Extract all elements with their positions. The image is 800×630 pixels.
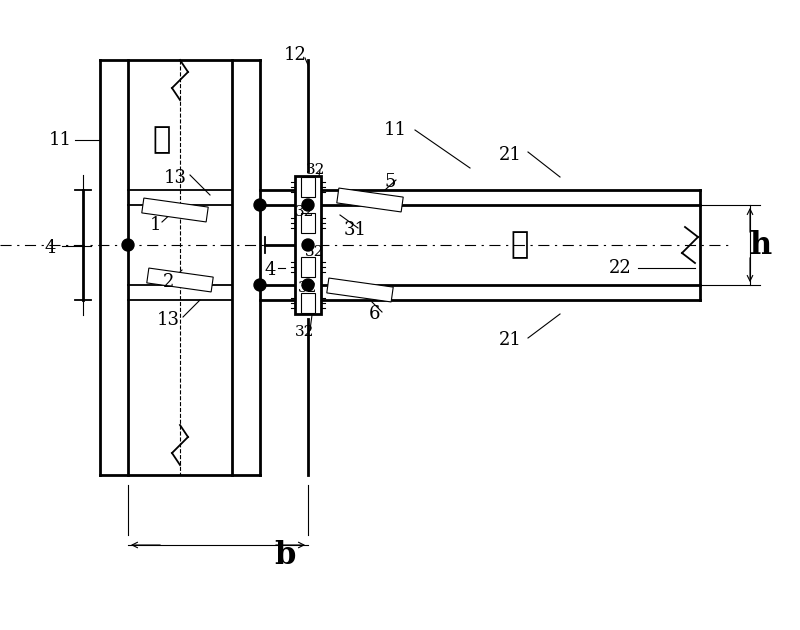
Text: 12: 12 <box>283 46 306 64</box>
Text: 6: 6 <box>370 305 381 323</box>
Text: 5: 5 <box>384 173 396 191</box>
Polygon shape <box>142 198 208 222</box>
Text: 13: 13 <box>163 169 186 187</box>
Bar <box>301 213 315 233</box>
Bar <box>295 176 321 314</box>
Text: 31: 31 <box>343 221 366 239</box>
Text: 4: 4 <box>44 239 56 257</box>
Text: 32: 32 <box>306 163 326 177</box>
Text: 13: 13 <box>157 311 179 329</box>
Text: 柱: 柱 <box>153 125 171 156</box>
Text: 21: 21 <box>498 331 522 349</box>
Text: 22: 22 <box>609 259 631 277</box>
Circle shape <box>254 279 266 291</box>
Polygon shape <box>337 188 403 212</box>
Circle shape <box>302 279 314 291</box>
Text: b: b <box>274 539 296 571</box>
Text: 4: 4 <box>264 261 276 279</box>
Circle shape <box>254 199 266 211</box>
Text: 1: 1 <box>150 216 161 234</box>
Text: 32: 32 <box>295 205 314 219</box>
Text: 梁: 梁 <box>511 229 529 260</box>
Text: 32: 32 <box>306 245 325 259</box>
Circle shape <box>302 239 314 251</box>
Bar <box>301 293 315 313</box>
Text: 11: 11 <box>49 131 71 149</box>
Text: 21: 21 <box>498 146 522 164</box>
Circle shape <box>122 239 134 251</box>
Text: 32: 32 <box>295 325 314 339</box>
Bar <box>301 257 315 277</box>
Circle shape <box>302 199 314 211</box>
Text: h: h <box>749 229 771 260</box>
Polygon shape <box>146 268 214 292</box>
Text: 11: 11 <box>383 121 406 139</box>
Bar <box>301 177 315 197</box>
Text: 32: 32 <box>298 281 318 295</box>
Text: 2: 2 <box>162 273 174 291</box>
Polygon shape <box>326 278 394 302</box>
